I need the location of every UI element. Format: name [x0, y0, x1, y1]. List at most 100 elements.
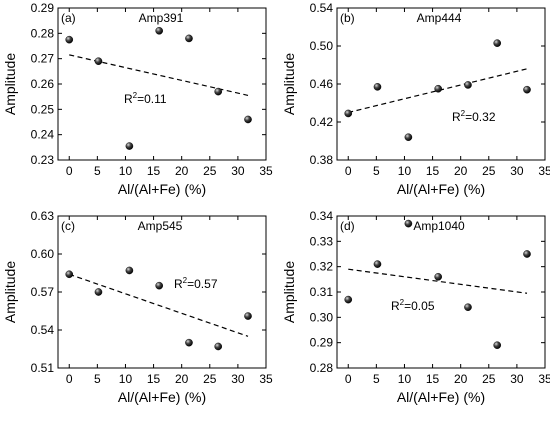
data-point — [344, 295, 353, 304]
y-tick-label: 0.51 — [31, 361, 55, 375]
y-tick-label: 0.29 — [31, 1, 55, 15]
series-label: Amp1040 — [413, 219, 465, 233]
x-tick-label: 35 — [538, 372, 550, 386]
panel-label: (b) — [340, 11, 355, 25]
y-tick-label: 0.57 — [31, 285, 55, 299]
y-axis-title: Amplitude — [281, 261, 297, 323]
x-tick-label: 30 — [231, 372, 245, 386]
x-axis-title: Al/(Al+Fe) (%) — [397, 389, 485, 405]
r-squared-label: R2=0.11 — [124, 91, 167, 106]
data-point — [214, 87, 223, 96]
y-tick-label: 0.31 — [310, 285, 334, 299]
y-tick-label: 0.30 — [310, 310, 334, 324]
x-tick-label: 15 — [426, 164, 440, 178]
x-tick-label: 25 — [482, 372, 496, 386]
panel-b: 0 5 10 15 20 25 30 35 0.38 0.42 0.46 0.50 0.54 Al/(Al… — [281, 1, 550, 197]
x-tick-label: 30 — [510, 372, 524, 386]
y-tick-label: 0.50 — [310, 39, 334, 53]
data-point — [155, 26, 163, 35]
x-tick-label: 5 — [373, 164, 380, 178]
x-tick-label: 5 — [373, 372, 380, 386]
data-point — [464, 303, 472, 312]
data-point — [65, 270, 74, 279]
y-axis-title: Amplitude — [281, 53, 297, 115]
data-point — [523, 85, 531, 94]
data-point — [434, 272, 442, 281]
data-point — [125, 266, 134, 275]
panel-label: (d) — [340, 219, 355, 233]
y-tick-label: 0.60 — [31, 247, 55, 261]
x-tick-label: 30 — [231, 164, 245, 178]
y-tick-label: 0.27 — [31, 52, 55, 66]
y-tick-label: 0.25 — [31, 102, 55, 116]
x-tick-label: 15 — [147, 372, 161, 386]
y-tick-label: 0.54 — [310, 1, 334, 15]
data-point — [344, 109, 353, 118]
y-tick-label: 0.24 — [31, 128, 55, 142]
x-tick-label: 0 — [345, 372, 352, 386]
x-tick-label: 35 — [538, 164, 550, 178]
plot-frame — [57, 215, 267, 369]
x-tick-label: 25 — [203, 164, 217, 178]
data-point — [493, 341, 502, 350]
x-tick-label: 20 — [175, 372, 189, 386]
r-squared-label: R2=0.05 — [391, 298, 435, 313]
y-tick-label: 0.38 — [310, 153, 334, 167]
data-point — [404, 133, 413, 141]
x-tick-label: 25 — [482, 164, 496, 178]
panel-label: (c) — [61, 219, 75, 233]
data-point — [185, 338, 193, 347]
x-tick-label: 15 — [147, 164, 161, 178]
x-tick-label: 0 — [66, 164, 73, 178]
x-axis-title: Al/(Al+Fe) (%) — [397, 181, 485, 197]
y-tick-label: 0.32 — [310, 260, 334, 274]
x-tick-label: 25 — [203, 372, 217, 386]
x-tick-label: 0 — [345, 164, 352, 178]
data-point — [493, 39, 502, 47]
y-tick-label: 0.33 — [310, 234, 334, 248]
data-point — [244, 115, 252, 124]
data-point — [373, 83, 382, 91]
plot-frame — [336, 7, 546, 161]
data-point — [94, 288, 103, 296]
x-tick-label: 35 — [259, 164, 273, 178]
fit-line — [348, 68, 528, 114]
panel-c: 0 5 10 15 20 25 30 35 0.51 0.54 0.57 0.60 0.63 Al/(Al… — [2, 209, 273, 405]
x-axis-title: Al/(Al+Fe) (%) — [118, 181, 206, 197]
data-point — [523, 250, 531, 258]
x-tick-label: 0 — [66, 372, 73, 386]
y-tick-label: 0.54 — [31, 323, 55, 337]
panel-d: 0 5 10 15 20 25 30 35 0.28 0.29 0.30 0.31 0.32 0.33 0.… — [281, 209, 550, 405]
x-axis-title: Al/(Al+Fe) (%) — [118, 389, 206, 405]
y-tick-label: 0.28 — [31, 26, 55, 40]
r-squared-label: R2=0.57 — [174, 276, 218, 291]
x-tick-label: 35 — [259, 372, 273, 386]
fit-line — [348, 268, 528, 294]
panel-label: (a) — [61, 11, 76, 25]
plot-frame — [336, 215, 546, 369]
data-point — [434, 84, 442, 93]
data-point — [214, 342, 223, 351]
x-tick-label: 20 — [454, 372, 468, 386]
y-tick-label: 0.29 — [310, 336, 334, 350]
fit-line — [69, 273, 249, 337]
y-tick-label: 0.26 — [31, 77, 55, 91]
y-tick-label: 0.42 — [310, 115, 334, 129]
x-tick-label: 5 — [94, 164, 101, 178]
y-tick-label: 0.23 — [31, 153, 55, 167]
panel-a: 0 5 10 15 20 25 30 35 0.23 0.24 0.25 0.26 0.27 0.28 0.… — [2, 1, 273, 197]
r-squared-label: R2=0.32 — [452, 109, 496, 124]
series-label: Amp545 — [138, 219, 183, 233]
data-point — [244, 312, 252, 320]
x-tick-label: 20 — [175, 164, 189, 178]
data-point — [185, 34, 193, 43]
data-point — [373, 260, 382, 268]
y-tick-label: 0.46 — [310, 77, 334, 91]
x-tick-label: 15 — [426, 372, 440, 386]
x-tick-label: 20 — [454, 164, 468, 178]
y-axis-title: Amplitude — [2, 53, 18, 115]
series-label: Amp391 — [139, 11, 184, 25]
y-axis-title: Amplitude — [2, 261, 18, 323]
data-point — [464, 81, 472, 89]
data-point — [125, 142, 134, 150]
